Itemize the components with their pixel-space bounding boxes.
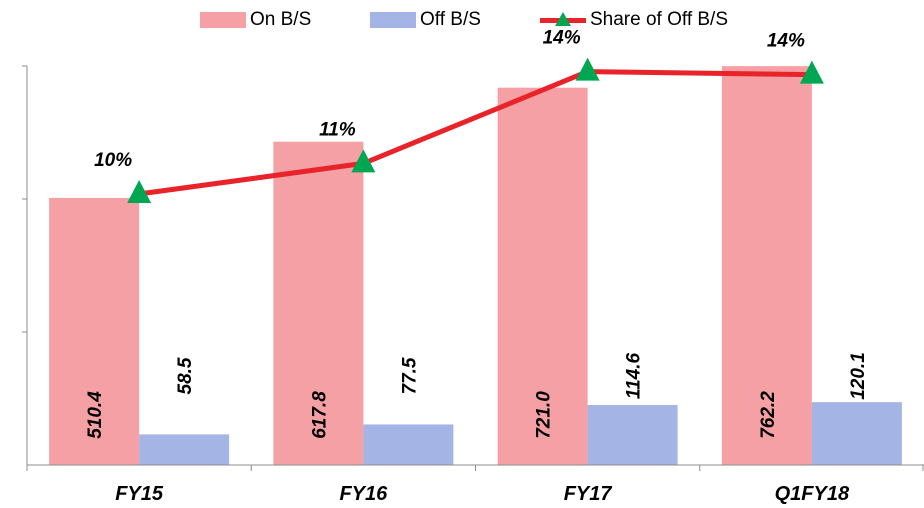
legend-item-off-bs: Off B/S xyxy=(370,6,481,34)
legend-item-share: Share of Off B/S xyxy=(540,6,728,34)
data-label-share-Q1FY18: 14% xyxy=(767,31,805,52)
bar-off-bs-FY16 xyxy=(363,424,454,465)
data-label-share-FY16: 11% xyxy=(319,119,356,140)
line-marker-Q1FY18 xyxy=(799,60,824,84)
bar-on-bs-FY15 xyxy=(49,197,140,465)
line-marker-FY16 xyxy=(351,149,376,173)
bar-off-bs-Q1FY18 xyxy=(811,402,902,465)
line-marker-FY15 xyxy=(127,180,152,203)
data-label-share-FY17: 14% xyxy=(543,28,581,49)
data-label-on-bs-FY15: 510.4 xyxy=(85,391,106,439)
bar-on-bs-Q1FY18 xyxy=(721,66,812,465)
data-label-off-bs-FY17: 114.6 xyxy=(624,353,645,400)
legend: On B/S Off B/S Share of Off B/S xyxy=(0,6,924,34)
data-label-share-FY15: 10% xyxy=(94,150,132,171)
bar-on-bs-FY17 xyxy=(497,87,588,466)
line-marker-FY17 xyxy=(575,57,600,81)
data-label-on-bs-FY17: 721.0 xyxy=(534,391,555,439)
legend-label-on-bs: On B/S xyxy=(250,9,312,30)
bar-off-bs-FY17 xyxy=(587,405,678,465)
legend-item-on-bs: On B/S xyxy=(200,6,311,34)
legend-swatch-share xyxy=(540,12,586,28)
x-tick-label-FY15: FY15 xyxy=(115,483,164,505)
legend-swatch-off-bs xyxy=(370,12,416,28)
legend-label-off-bs: Off B/S xyxy=(420,9,481,30)
x-tick-label-FY17: FY17 xyxy=(564,483,613,505)
data-label-off-bs-Q1FY18: 120.1 xyxy=(848,352,869,400)
x-tick-label-Q1FY18: Q1FY18 xyxy=(775,483,850,505)
triangle-marker-icon xyxy=(555,12,571,26)
legend-swatch-on-bs xyxy=(200,12,246,28)
data-label-off-bs-FY16: 77.5 xyxy=(399,357,420,394)
data-label-off-bs-FY15: 58.5 xyxy=(175,357,196,394)
line-share-of-off-bs xyxy=(138,69,812,197)
legend-label-share: Share of Off B/S xyxy=(590,9,729,30)
data-label-on-bs-Q1FY18: 762.2 xyxy=(758,391,779,439)
data-label-on-bs-FY16: 617.8 xyxy=(309,391,330,439)
bar-off-bs-FY15 xyxy=(139,434,230,465)
bar-on-bs-FY16 xyxy=(273,141,364,465)
x-tick-label-FY16: FY16 xyxy=(339,483,388,505)
